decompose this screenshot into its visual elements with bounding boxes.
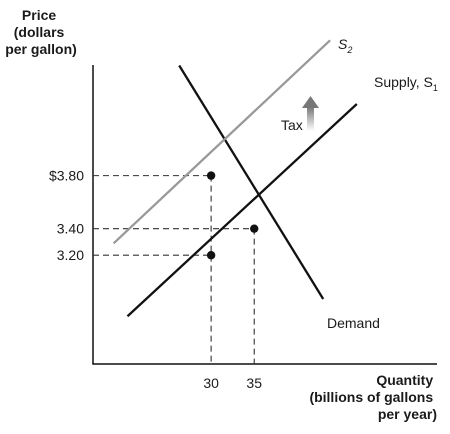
y-axis-label: Price (dollars per gallon) bbox=[5, 7, 77, 57]
y-axis-label-line-3: per gallon) bbox=[5, 41, 77, 57]
y-axis-label-line-1: Price bbox=[22, 7, 56, 23]
equilibrium-point-2 bbox=[206, 251, 216, 260]
y-tick-label-1: 3.40 bbox=[57, 221, 84, 237]
x-tick-label-1: 35 bbox=[246, 375, 262, 391]
s2-label-sub: 2 bbox=[346, 45, 352, 55]
y-tick-label-2: 3.20 bbox=[57, 247, 84, 263]
equilibrium-points bbox=[206, 171, 259, 260]
tax-label: Tax bbox=[281, 117, 303, 133]
x-axis-label-line-3: per year) bbox=[378, 406, 437, 422]
supply-label: Supply, S1 bbox=[374, 74, 438, 93]
y-axis-label-line-2: (dollars bbox=[14, 24, 65, 40]
equilibrium-point-1 bbox=[250, 224, 259, 233]
equilibrium-point-0 bbox=[206, 171, 216, 180]
s2-label-main: S bbox=[338, 36, 348, 52]
guide-lines bbox=[93, 175, 255, 364]
supply-label-main: Supply, S bbox=[374, 74, 433, 90]
x-axis-label: Quantity (billions of gallons per year) bbox=[309, 372, 437, 422]
x-axis-label-line-2: (billions of gallons bbox=[309, 389, 433, 405]
supply-curve-s1 bbox=[126, 103, 358, 318]
tick-labels: $3.80 3.40 3.20 30 35 bbox=[49, 168, 262, 391]
demand-curve bbox=[178, 64, 325, 300]
y-tick-label-0: $3.80 bbox=[49, 168, 84, 184]
x-axis-label-line-1: Quantity bbox=[376, 372, 433, 388]
supply-label-sub: 1 bbox=[433, 83, 438, 93]
x-tick-label-0: 30 bbox=[203, 375, 219, 391]
tax-arrow-icon bbox=[302, 96, 319, 131]
demand-label: Demand bbox=[327, 315, 380, 331]
curves bbox=[112, 39, 358, 318]
s2-label: S2 bbox=[338, 36, 352, 55]
supply-curve-s2 bbox=[112, 39, 331, 245]
